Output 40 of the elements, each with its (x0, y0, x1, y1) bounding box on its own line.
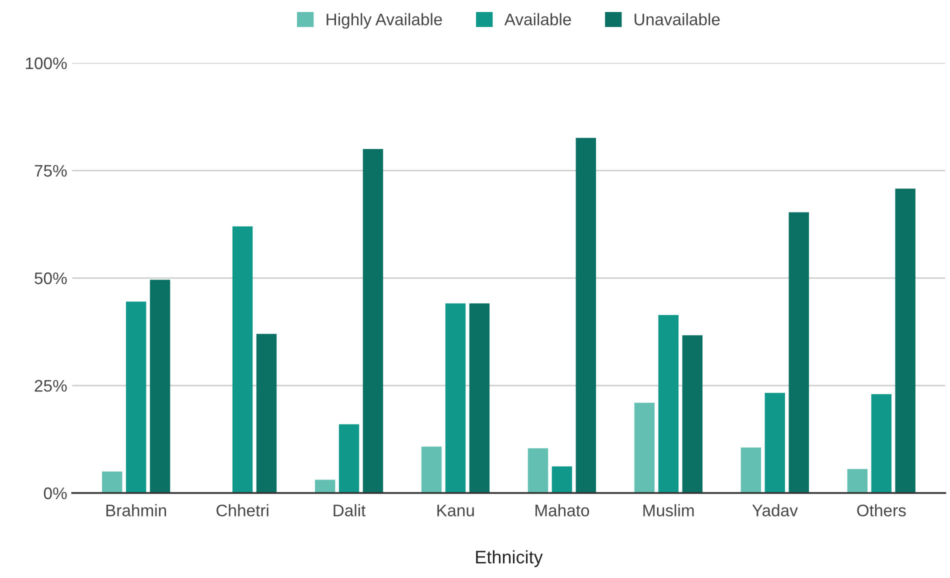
x-tick-label: Kanu (437, 504, 474, 516)
y-tick-label: 25% (34, 380, 67, 392)
bar (469, 303, 490, 494)
bar (658, 315, 679, 494)
bar (634, 402, 655, 494)
bar (895, 188, 916, 494)
bar (682, 335, 702, 494)
x-tick-label: Dalit (334, 504, 366, 516)
bar (256, 334, 277, 494)
y-tick-label: 75% (34, 164, 67, 177)
bar (314, 480, 336, 494)
x-axis-title: Ethnicity (476, 550, 543, 568)
bar (421, 446, 442, 494)
x-tick-label: Muslim (643, 504, 694, 516)
bar (764, 392, 786, 494)
x-tick-label: Others (857, 504, 906, 516)
bar (552, 466, 572, 494)
bar (847, 468, 868, 494)
x-tick-label: Brahmin (106, 504, 166, 516)
y-tick-label: 50% (34, 272, 67, 284)
y-tick-label: 100% (26, 57, 67, 70)
bar (788, 212, 809, 494)
bar (338, 424, 360, 494)
bar (362, 149, 384, 494)
bar (232, 226, 253, 494)
legend-label: Unavailable (634, 13, 720, 26)
y-tick-label: 0% (44, 487, 67, 500)
x-tick-label: Chhetri (216, 504, 268, 516)
bar (740, 447, 762, 494)
legend-label: Available (504, 13, 571, 26)
x-tick-label: Mahato (536, 504, 590, 516)
legend-label: Highly Available (326, 13, 442, 29)
bar (871, 394, 892, 494)
bar (102, 472, 122, 494)
bar (150, 280, 170, 494)
bar (528, 448, 548, 494)
bar (445, 303, 466, 494)
x-tick-label: Yadav (752, 504, 798, 516)
bar (576, 138, 596, 494)
bar (126, 302, 146, 494)
